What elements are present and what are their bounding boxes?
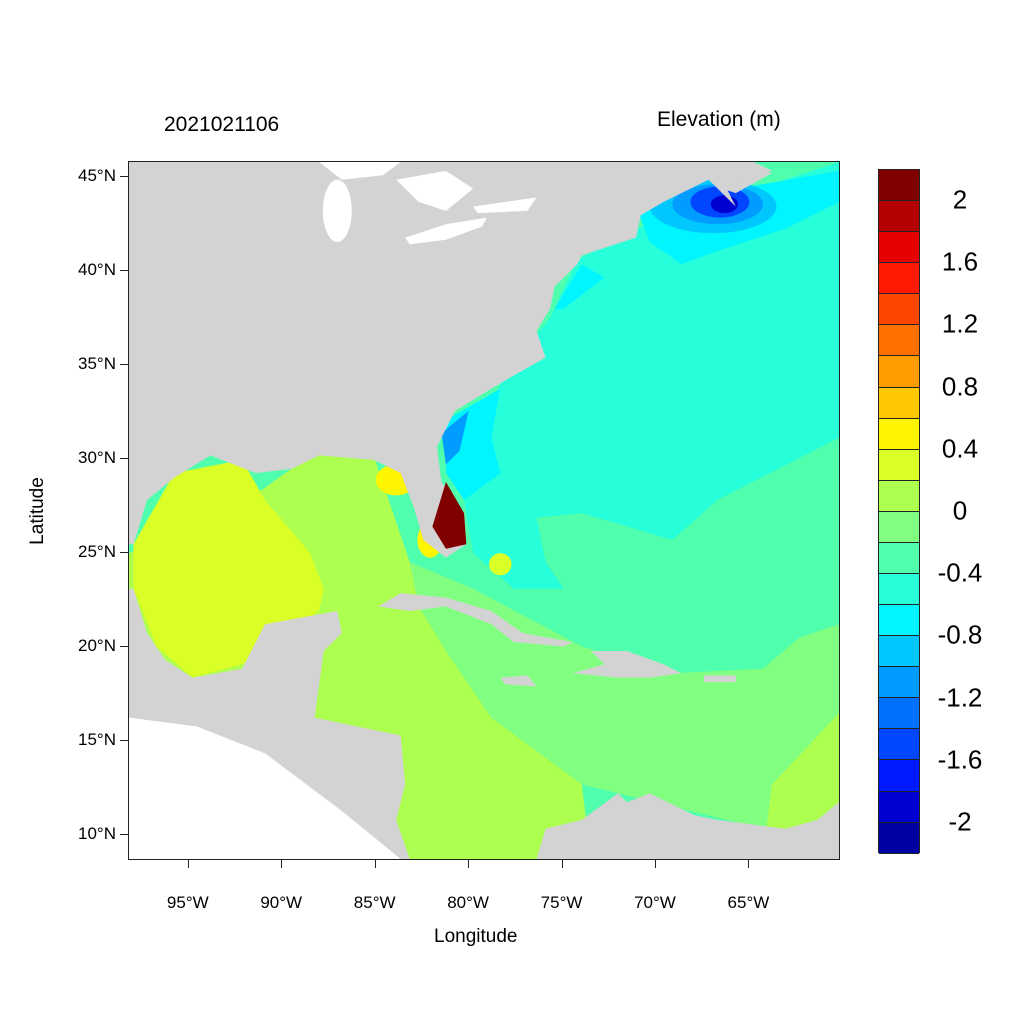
colorbar-swatch bbox=[879, 449, 919, 481]
south-america-land bbox=[536, 793, 839, 859]
colorbar-label: -0.8 bbox=[937, 619, 983, 650]
x-axis-label: Longitude bbox=[434, 926, 518, 947]
y-tick-mark bbox=[120, 269, 128, 271]
lake-michigan bbox=[322, 179, 352, 243]
variable-title: Elevation (m) bbox=[657, 108, 781, 131]
timestamp-title: 2021021106 bbox=[164, 113, 280, 136]
north-atlantic-region bbox=[459, 162, 839, 589]
y-axis-label: Latitude bbox=[27, 477, 48, 545]
colorbar-swatch bbox=[879, 605, 919, 637]
x-tick-label: 65°W bbox=[727, 893, 770, 912]
y-tick-label: 35°N bbox=[78, 353, 116, 373]
colorbar-swatch bbox=[879, 760, 919, 792]
colorbar-swatch bbox=[879, 170, 919, 202]
map-plot-area bbox=[128, 161, 840, 860]
colorbar-label: 1.6 bbox=[941, 246, 979, 277]
x-tick-label: 85°W bbox=[353, 893, 396, 912]
florida-coast-blue bbox=[441, 410, 469, 465]
y-tick-label: 10°N bbox=[78, 823, 116, 843]
colorbar-swatch bbox=[879, 667, 919, 699]
y-tick-mark bbox=[120, 645, 128, 647]
colorbar-swatch bbox=[879, 698, 919, 730]
puerto-rico-land bbox=[704, 675, 736, 683]
colorbar-swatch bbox=[879, 542, 919, 575]
colorbar-swatch bbox=[879, 480, 919, 512]
x-tick-mark bbox=[748, 860, 750, 868]
mid-atlantic-cyan bbox=[554, 264, 605, 309]
x-tick-label: 70°W bbox=[634, 893, 676, 912]
colorbar-swatch bbox=[879, 636, 919, 668]
colorbar-swatch bbox=[879, 729, 919, 761]
colorbar-swatch bbox=[879, 387, 919, 419]
colorbar-swatch bbox=[879, 294, 919, 326]
colorbar-swatch bbox=[879, 418, 919, 450]
nova-scotia-land bbox=[722, 170, 772, 194]
colorbar-label: 0.4 bbox=[941, 433, 979, 464]
jamaica-land bbox=[500, 675, 537, 687]
lake-huron bbox=[396, 170, 474, 211]
x-tick-label: 95°W bbox=[166, 893, 209, 912]
colorbar-swatch bbox=[879, 822, 919, 854]
x-tick-label: 90°W bbox=[260, 893, 303, 912]
colorbar-swatch bbox=[879, 791, 919, 823]
lake-erie bbox=[405, 217, 487, 245]
x-tick-mark bbox=[187, 860, 189, 868]
x-tick-mark bbox=[654, 860, 656, 868]
colorbar-swatch bbox=[879, 325, 919, 357]
colorbar-swatch bbox=[879, 356, 919, 388]
colorbar-label: 2 bbox=[952, 184, 968, 215]
y-tick-mark bbox=[120, 457, 128, 459]
cuba-land bbox=[378, 593, 573, 647]
y-tick-mark bbox=[120, 833, 128, 835]
colorbar-swatch bbox=[879, 574, 919, 606]
colorbar-label: 0 bbox=[952, 495, 968, 526]
y-tick-mark bbox=[120, 363, 128, 365]
y-tick-label: 40°N bbox=[78, 259, 116, 279]
y-tick-mark bbox=[120, 176, 128, 178]
lake-ontario bbox=[473, 197, 537, 214]
colorbar-label: 1.2 bbox=[941, 308, 979, 339]
y-tick-label: 30°N bbox=[78, 447, 116, 467]
colorbar-label: 0.8 bbox=[941, 371, 979, 402]
y-tick-label: 25°N bbox=[78, 541, 116, 561]
y-tick-label: 45°N bbox=[78, 166, 116, 186]
x-tick-label: 75°W bbox=[540, 893, 583, 912]
colorbar-label: -1.6 bbox=[937, 744, 983, 775]
y-tick-mark bbox=[120, 551, 128, 553]
hispaniola-land bbox=[572, 650, 682, 678]
pacific-ocean bbox=[129, 717, 401, 859]
florida-coast-cyan bbox=[445, 388, 501, 500]
colorbar-swatch bbox=[879, 201, 919, 233]
elevation-map bbox=[129, 162, 839, 859]
x-tick-mark bbox=[374, 860, 376, 868]
florida-surge-red bbox=[432, 482, 467, 549]
colorbar-label: -1.2 bbox=[937, 682, 983, 713]
lake-superior bbox=[319, 162, 401, 180]
colorbar-swatch bbox=[879, 263, 919, 295]
colorbar bbox=[878, 169, 920, 854]
y-tick-mark bbox=[120, 739, 128, 741]
x-tick-mark bbox=[468, 860, 470, 868]
x-tick-label: 80°W bbox=[447, 893, 489, 912]
y-tick-label: 15°N bbox=[78, 729, 116, 749]
x-tick-mark bbox=[281, 860, 283, 868]
colorbar-swatch bbox=[879, 232, 919, 264]
colorbar-label: -2 bbox=[948, 806, 972, 837]
colorbar-swatch bbox=[879, 511, 919, 543]
bahamas-yellow bbox=[488, 553, 512, 576]
colorbar-label: -0.4 bbox=[937, 557, 983, 588]
x-tick-mark bbox=[561, 860, 563, 868]
north-america-land bbox=[129, 162, 772, 558]
y-tick-label: 20°N bbox=[78, 635, 116, 655]
